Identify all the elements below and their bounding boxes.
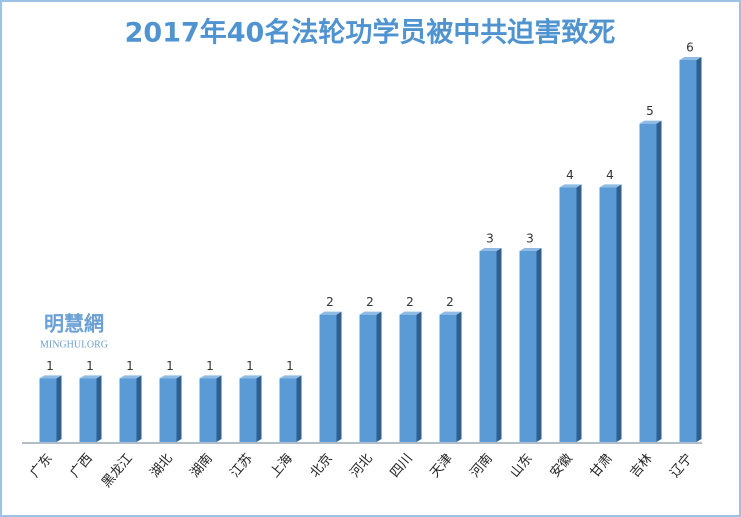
- value-label: 1: [86, 359, 94, 373]
- watermark-site: MINGHUI.ORG: [40, 339, 108, 350]
- bar: [359, 314, 377, 442]
- value-label: 2: [366, 295, 374, 309]
- bar-side: [656, 120, 662, 443]
- value-label: 1: [286, 359, 294, 373]
- bar: [399, 314, 417, 442]
- value-label: 1: [166, 359, 174, 373]
- value-label: 2: [406, 295, 414, 309]
- bar-side: [416, 311, 422, 442]
- bar: [559, 187, 577, 442]
- bar-top: [119, 375, 142, 379]
- bar: [239, 378, 257, 442]
- bar-side: [536, 248, 542, 442]
- bar-top: [399, 311, 422, 315]
- value-label: 1: [206, 359, 214, 373]
- bar-top: [79, 375, 102, 379]
- bar-side: [136, 375, 142, 442]
- bar-top: [679, 57, 702, 60]
- bar-side: [216, 375, 222, 442]
- bar-side: [496, 248, 502, 442]
- bar-top: [519, 248, 542, 251]
- bar: [439, 314, 457, 442]
- bar-side: [616, 184, 622, 443]
- bar-side: [576, 184, 582, 443]
- bar-side: [56, 375, 62, 442]
- value-label: 1: [46, 359, 54, 373]
- bar-side: [296, 375, 302, 442]
- bar-top: [39, 375, 62, 379]
- bar-side: [456, 311, 462, 442]
- bar: [519, 251, 537, 442]
- bar-side: [696, 57, 702, 442]
- value-label: 3: [526, 232, 534, 246]
- watermark-name: 明慧網: [44, 312, 104, 336]
- bar-side: [336, 311, 342, 442]
- bar-top: [599, 184, 622, 188]
- value-label: 4: [606, 168, 614, 182]
- bar-top: [479, 248, 502, 251]
- value-label: 2: [446, 295, 454, 309]
- bar-top: [239, 375, 262, 379]
- bar: [159, 378, 177, 442]
- value-label: 1: [126, 359, 134, 373]
- value-label: 4: [566, 168, 574, 182]
- bar-top: [639, 120, 662, 124]
- bar: [679, 60, 697, 442]
- value-label: 1: [246, 359, 254, 373]
- bar-side: [96, 375, 102, 442]
- bar: [479, 251, 497, 442]
- bar: [279, 378, 297, 442]
- bar-top: [159, 375, 182, 379]
- bar-top: [319, 311, 342, 315]
- bar-side: [376, 311, 382, 442]
- bar: [319, 314, 337, 442]
- bar-top: [359, 311, 382, 315]
- bar: [79, 378, 97, 442]
- bar-top: [559, 184, 582, 188]
- bar: [199, 378, 217, 442]
- bar: [599, 187, 617, 442]
- bar-side: [256, 375, 262, 442]
- bar: [119, 378, 137, 442]
- value-label: 5: [646, 104, 654, 118]
- chart-title: 2017年40名法轮功学员被中共迫害致死: [125, 17, 616, 49]
- value-label: 6: [686, 41, 694, 55]
- value-label: 3: [486, 232, 494, 246]
- bar-top: [279, 375, 302, 379]
- bar: [639, 123, 657, 443]
- bar-top: [439, 311, 462, 315]
- bar-top: [199, 375, 222, 379]
- bar: [39, 378, 57, 442]
- bar-side: [176, 375, 182, 442]
- value-label: 2: [326, 295, 334, 309]
